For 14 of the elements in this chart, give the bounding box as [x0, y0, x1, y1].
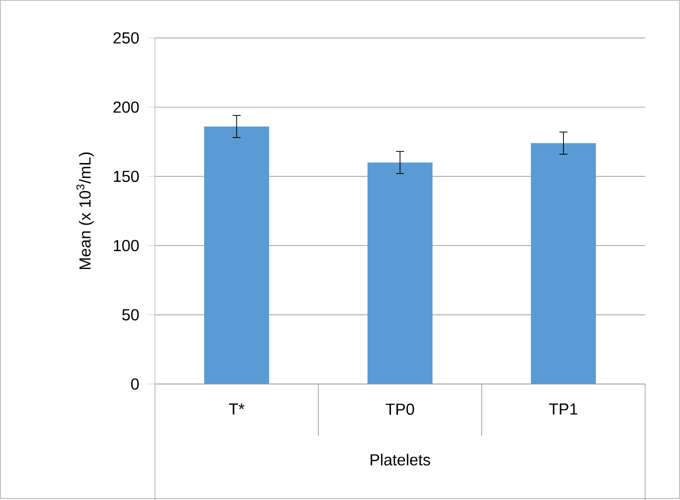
y-tick-label: 200	[114, 101, 139, 113]
y-tick-label: 50	[122, 308, 139, 320]
x-tick-label: TP0	[386, 403, 414, 415]
bar	[204, 126, 270, 384]
bar	[530, 142, 596, 384]
y-tick-label: 150	[114, 170, 139, 182]
y-tick-label: 250	[114, 32, 139, 44]
x-tick-label: T*	[228, 403, 244, 414]
y-axis-title: Mean (x 10$^{3}$/mL)	[76, 152, 94, 269]
y-tick-label: 100	[114, 240, 139, 252]
x-tick-label: TP1	[549, 403, 578, 414]
bar	[368, 162, 433, 384]
x-axis-title: Platelets	[370, 454, 430, 466]
y-tick-label: 0	[131, 378, 139, 390]
